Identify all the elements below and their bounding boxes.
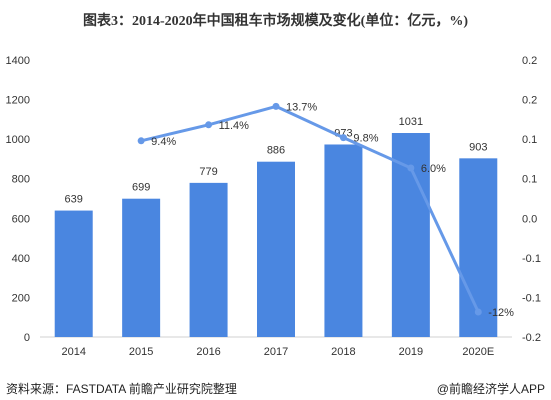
footer: 资料来源：FASTDATA 前瞻产业研究院整理 @前瞻经济学人APP [0,378,551,400]
bar-value-label: 639 [65,194,83,206]
left-tick-label: 1200 [6,95,30,107]
left-tick-label: 800 [12,174,30,186]
left-tick-label: 400 [12,253,30,265]
bar-value-label: 779 [199,166,217,178]
growth-point [272,102,280,110]
bar [257,161,295,337]
growth-point [137,137,145,145]
x-axis-ticks: 2014 2015 2016 2017 2018 2019 2020E [61,346,494,358]
x-tick-label: 2014 [61,346,85,358]
bar [54,210,93,337]
right-tick-label: 0.0 [522,213,537,225]
source-note: 资料来源：FASTDATA 前瞻产业研究院整理 [6,382,237,396]
growth-label: -12% [488,307,514,319]
left-tick-label: 200 [12,292,30,304]
x-tick-label: 2018 [331,346,355,358]
x-tick-label: 2020E [462,346,494,358]
growth-point [407,164,415,172]
left-axis-ticks: 0 200 400 600 800 1000 1200 1400 [6,55,30,344]
x-tick-label: 2017 [264,346,288,358]
right-tick-label: -0.1 [522,253,541,265]
bar-value-label: 1031 [399,116,423,128]
right-tick-label: 0.1 [522,134,537,146]
growth-label: 9.8% [353,133,378,145]
chart-title: 图表3：2014-2020年中国租车市场规模及变化(单位：亿元，%) [83,14,468,29]
growth-points [137,102,482,316]
x-tick-label: 2015 [129,346,153,358]
bar [459,158,498,337]
growth-labels: 9.4% 11.4% 13.7% 9.8% 6.0% -12% [151,101,514,319]
x-tick-label: 2016 [196,346,220,358]
left-tick-label: 1000 [6,134,30,146]
growth-label: 11.4% [219,120,250,132]
growth-label: 9.4% [151,136,176,148]
right-tick-label: -0.2 [522,332,541,344]
right-tick-label: -0.1 [522,292,541,304]
left-tick-label: 600 [12,213,30,225]
bars [54,133,498,337]
bar [324,144,363,337]
right-tick-label: 0.2 [522,55,537,67]
right-tick-label: 0.2 [522,95,537,107]
growth-point [474,308,482,316]
brand-credit: @前瞻经济学人APP [436,382,545,396]
x-tick-label: 2019 [399,346,423,358]
bar-value-label: 886 [267,145,285,157]
bar [122,198,161,337]
bar-value-label: 699 [132,182,150,194]
left-tick-label: 0 [24,332,30,344]
growth-line [140,104,480,313]
left-tick-label: 1400 [6,55,30,67]
growth-label: 13.7% [286,101,317,113]
bar [189,182,228,337]
right-tick-label: 0.1 [522,174,537,186]
growth-point [339,134,347,142]
right-axis-ticks: -0.2 -0.1 -0.1 0.0 0.1 0.1 0.2 0.2 [522,55,541,344]
bar-value-label: 903 [469,141,487,153]
growth-label: 6.0% [421,163,446,175]
growth-point [205,121,213,129]
